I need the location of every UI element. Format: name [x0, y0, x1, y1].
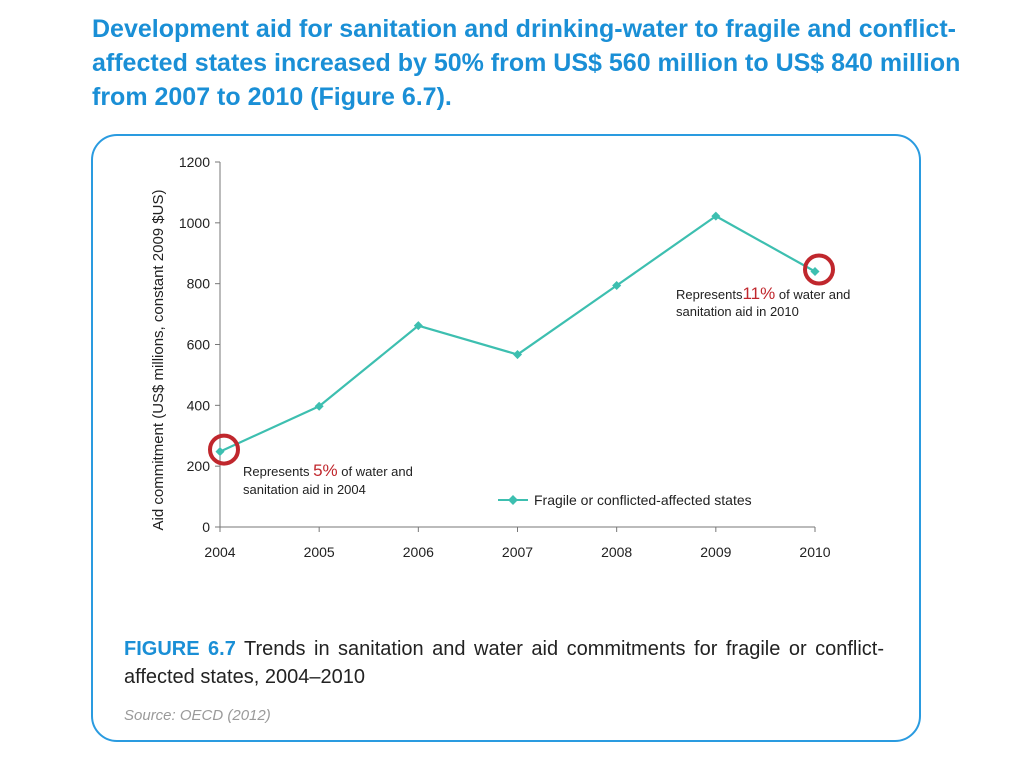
figure-card [91, 134, 921, 742]
annotation-pct: 11% [742, 284, 775, 303]
legend: Fragile or conflicted-affected states [498, 492, 752, 508]
source-note: Source: OECD (2012) [124, 707, 271, 724]
x-tick-label: 2005 [304, 544, 335, 560]
y-tick-label: 600 [187, 337, 211, 353]
data-point-2010 [810, 266, 820, 277]
annotation-line2: sanitation aid in 2010 [676, 304, 799, 319]
annotation-2010: Represents11% of water and sanitation ai… [676, 284, 854, 319]
chart-marks [208, 211, 835, 466]
y-tick-label: 0 [202, 519, 210, 535]
x-tick-label: 2010 [799, 544, 830, 560]
annotation-prefix: Represents [676, 287, 743, 302]
data-point-2004 [215, 447, 225, 457]
figure-caption: FIGURE 6.7 Trends in sanitation and wate… [124, 635, 884, 691]
data-point-2009 [711, 211, 721, 221]
annotation-suffix: of water and [338, 464, 413, 479]
highlight-circle-2010 [803, 253, 835, 286]
series-line [219, 215, 816, 453]
legend-label: Fragile or conflicted-affected states [534, 492, 752, 508]
x-tick-label: 2004 [204, 544, 235, 560]
annotation-suffix: of water and [775, 287, 850, 302]
y-tick-label: 1000 [179, 215, 210, 231]
figure-caption-text: Trends in sanitation and water aid commi… [124, 638, 884, 688]
x-tick-label: 2007 [502, 544, 533, 560]
x-tick-label: 2008 [601, 544, 632, 560]
x-tick-label: 2006 [403, 544, 434, 560]
y-tick-label: 800 [187, 276, 211, 292]
annotation-prefix: Represents [243, 464, 313, 479]
x-tick-label: 2009 [700, 544, 731, 560]
y-tick-label: 400 [187, 397, 211, 413]
y-tick-label: 1200 [179, 154, 210, 170]
legend-marker-icon [508, 495, 518, 505]
annotation-2004: Represents 5% of water and sanitation ai… [243, 461, 416, 497]
figure-label: FIGURE 6.7 [124, 638, 236, 660]
chart-axes: 0 200 400 600 800 1000 1200 2004 2005 2006 2007 200… [179, 154, 831, 560]
annotation-pct: 5% [313, 461, 338, 480]
annotation-line2: sanitation aid in 2004 [243, 482, 366, 497]
headline: Development aid for sanitation and drink… [92, 15, 961, 111]
y-tick-label: 200 [187, 458, 211, 474]
highlight-circle-2004 [208, 433, 240, 466]
y-axis-label: Aid commitment (US$ millions, constant 2… [150, 190, 167, 531]
